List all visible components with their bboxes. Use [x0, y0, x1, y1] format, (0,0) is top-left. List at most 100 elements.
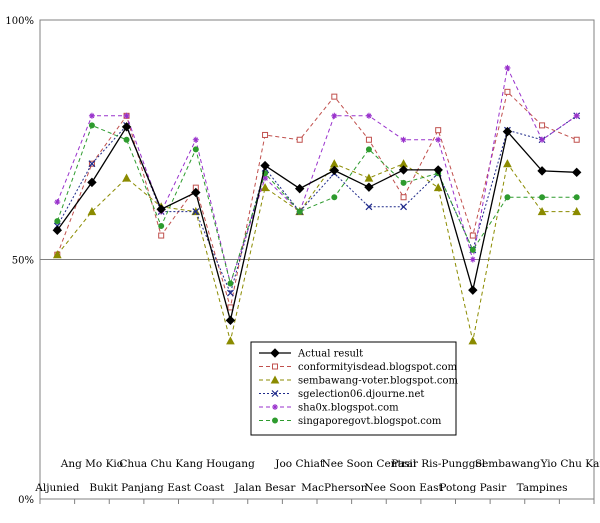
data-point: [272, 417, 278, 424]
data-point: [398, 165, 409, 175]
data-point: [571, 167, 582, 178]
series-group: [52, 64, 582, 345]
x-tick-label: MacPherson: [301, 482, 368, 494]
data-point: [121, 122, 132, 132]
axes: [39, 499, 595, 504]
series-4: [54, 64, 580, 287]
data-point: [400, 179, 407, 186]
x-tick-label: Nee Soon Central: [322, 458, 417, 470]
data-point: [272, 404, 278, 410]
gridlines: [40, 19, 594, 260]
y-axis-labels: 0% 50% 100%: [5, 16, 34, 506]
data-point: [329, 165, 340, 176]
data-point: [192, 208, 200, 216]
data-point: [227, 289, 234, 297]
data-point: [468, 285, 478, 295]
legend-box: [250, 341, 457, 436]
series-line: [56, 66, 577, 286]
data-point: [156, 204, 166, 214]
legend-label: Actual result: [297, 349, 363, 360]
data-point: [573, 194, 580, 201]
x-tick-label: Jalan Besar: [234, 482, 297, 494]
data-point: [573, 136, 580, 143]
data-point: [400, 194, 407, 201]
data-point: [433, 183, 443, 192]
x-tick-label: Aljunied: [34, 482, 79, 494]
x-tick-label: Hougang: [206, 458, 255, 470]
data-point: [262, 175, 269, 182]
data-point: [88, 112, 95, 119]
legend-label: sgelection06.djourne.net: [298, 389, 424, 400]
data-point: [433, 165, 443, 175]
x-tick-label: Yio Chu Kang: [540, 458, 600, 470]
x-tick-label: Pasir Ris-Punggol: [391, 458, 486, 470]
x-axis-labels: Aljunied Ang Mo Kio Bukit Panjang Chua Chu …: [34, 458, 600, 494]
data-point: [537, 207, 547, 216]
data-point: [271, 390, 279, 397]
y-tick-label: 0%: [18, 495, 34, 506]
x-tick-label: Ang Mo Kio: [60, 458, 123, 470]
data-point: [123, 112, 130, 119]
data-point: [502, 126, 513, 137]
data-point: [468, 336, 478, 345]
data-point: [400, 136, 407, 143]
data-point: [296, 208, 303, 215]
x-tick-label: Nee Soon East: [364, 482, 443, 494]
data-point: [435, 127, 442, 134]
x-tick-label: Tampines: [517, 482, 568, 494]
series-line: [56, 125, 577, 321]
x-tick-label: Sembawang: [475, 458, 540, 470]
y-tick-label: 100%: [5, 16, 34, 27]
data-point: [158, 232, 165, 239]
data-point: [331, 194, 338, 201]
data-point: [226, 336, 235, 345]
data-point: [573, 112, 580, 119]
data-point: [364, 182, 374, 192]
y-tick-label: 50%: [12, 256, 34, 267]
data-point: [52, 250, 62, 259]
data-point: [192, 136, 199, 143]
data-point: [365, 146, 372, 153]
data-point: [260, 183, 270, 192]
data-point: [469, 246, 476, 253]
data-point: [227, 304, 234, 311]
data-point: [272, 363, 278, 370]
data-point: [262, 131, 269, 138]
data-point: [87, 207, 97, 216]
data-point: [294, 183, 305, 194]
legend-label: singaporegovt.blogspot.com: [298, 416, 442, 427]
data-point: [364, 173, 374, 182]
data-point: [537, 166, 547, 176]
data-point: [270, 348, 280, 358]
x-tick-label: Bukit Panjang: [89, 482, 164, 494]
data-point: [539, 122, 546, 129]
data-point: [54, 218, 61, 225]
data-point: [296, 136, 303, 143]
legend-label: sha0x.blogspot.com: [298, 403, 399, 414]
data-point: [504, 64, 511, 71]
data-point: [270, 375, 280, 384]
data-point: [469, 256, 476, 263]
data-point: [158, 222, 165, 229]
data-point: [225, 315, 236, 326]
data-point: [503, 159, 512, 168]
data-point: [54, 199, 61, 206]
x-tick-label: Chua Chu Kang: [119, 458, 203, 470]
data-point: [123, 136, 130, 143]
data-point: [365, 203, 373, 211]
series-5: [54, 122, 580, 287]
data-point: [539, 194, 546, 201]
data-point: [365, 136, 372, 143]
data-point: [435, 136, 442, 143]
series-line: [56, 124, 577, 286]
data-point: [331, 93, 338, 100]
legend-label: conformityisdead.blogspot.com: [298, 362, 457, 373]
data-point: [504, 88, 511, 95]
data-point: [365, 112, 372, 119]
x-tick-label: Joo Chiat: [274, 458, 325, 470]
data-point: [227, 280, 234, 287]
data-point: [52, 225, 63, 235]
x-tick-label: Potong Pasir: [439, 482, 507, 494]
